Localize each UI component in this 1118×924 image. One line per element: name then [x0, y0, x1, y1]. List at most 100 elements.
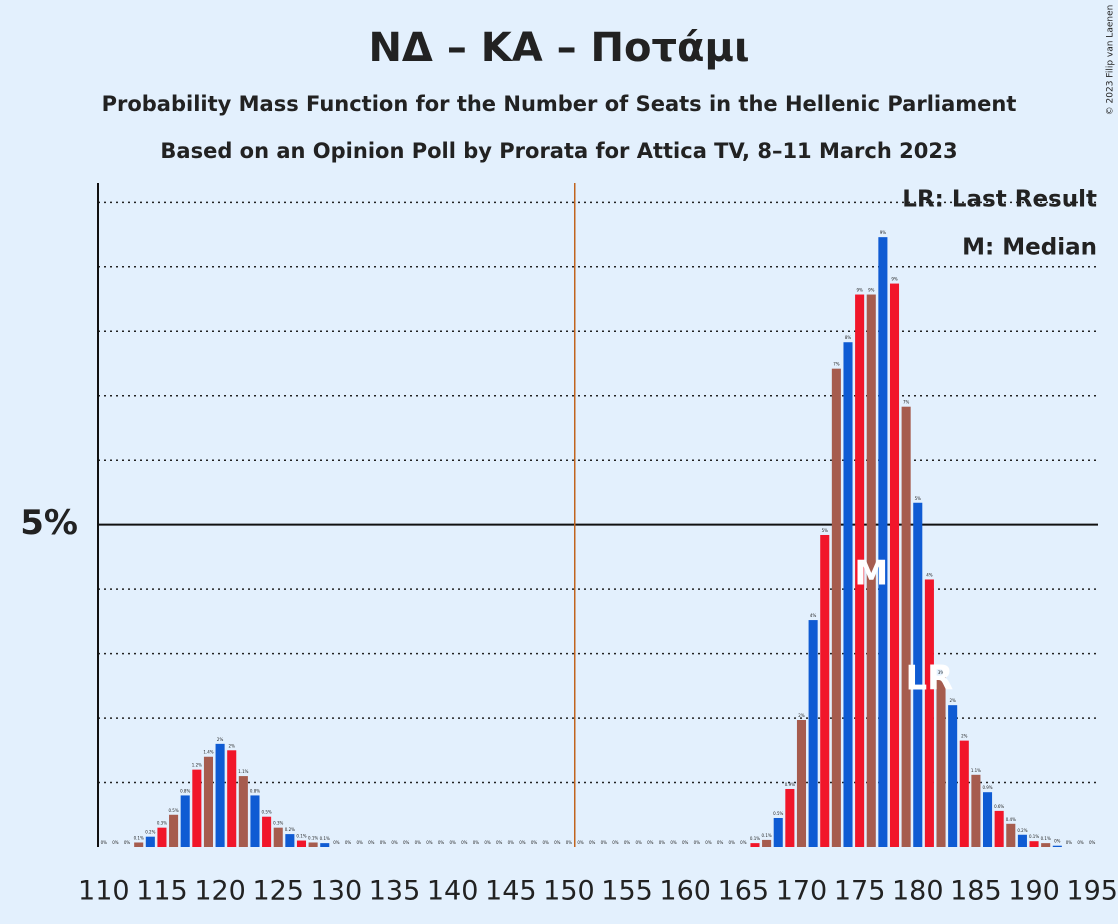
bar [250, 795, 260, 847]
value-label: 2% [961, 734, 968, 739]
value-label: 0% [473, 840, 480, 845]
bar [273, 827, 283, 847]
x-tick-label: 145 [485, 876, 537, 907]
value-label: 0% [496, 840, 503, 845]
value-label: 2% [949, 698, 956, 703]
bar [878, 237, 888, 847]
bar [180, 795, 190, 847]
value-label: 7% [903, 400, 910, 405]
value-label: 0.1% [308, 835, 318, 840]
bar [808, 620, 818, 847]
value-label: 0% [403, 840, 410, 845]
value-label: 0% [729, 840, 736, 845]
value-label: 0% [1077, 840, 1084, 845]
bar [889, 283, 900, 847]
value-label: 0% [345, 840, 352, 845]
value-label: 9% [880, 230, 887, 235]
value-label: 0.3% [157, 821, 167, 826]
value-label: 0% [391, 840, 398, 845]
bar [262, 816, 272, 847]
value-label: 0% [461, 840, 468, 845]
value-label: 0% [554, 840, 561, 845]
copyright: © 2023 Filip van Laenen [1106, 5, 1116, 116]
value-label: 1.4% [203, 750, 213, 755]
value-label: 2% [229, 743, 236, 748]
value-label: 1.1% [238, 769, 248, 774]
value-label: 0% [717, 840, 724, 845]
bar [145, 836, 155, 847]
value-label: 0% [1089, 840, 1096, 845]
bar [983, 792, 993, 847]
value-label: 0% [531, 840, 538, 845]
value-label: 9% [856, 288, 863, 293]
value-label: 8% [845, 335, 852, 340]
bar [796, 720, 807, 847]
x-tick-label: 160 [659, 876, 711, 907]
value-label: 0% [449, 840, 456, 845]
value-label: 0% [368, 840, 375, 845]
value-label: 2% [217, 737, 224, 742]
bar [227, 750, 237, 847]
bar [913, 502, 923, 847]
chart-title: ΝΔ – ΚΑ – Ποτάμι [368, 25, 749, 71]
bar [959, 740, 969, 847]
bar [1006, 823, 1016, 847]
bar [203, 756, 213, 847]
bar [971, 774, 981, 847]
value-label: 0% [1054, 839, 1061, 844]
value-label: 0% [356, 840, 363, 845]
legend-entry: LR: Last Result [902, 187, 1097, 213]
bar [924, 579, 934, 847]
value-label: 9% [891, 277, 898, 282]
x-tick-label: 190 [1008, 876, 1060, 907]
value-label: 0% [740, 840, 747, 845]
bar [1052, 845, 1062, 847]
bar [750, 843, 760, 847]
value-label: 0% [438, 840, 445, 845]
bar [773, 817, 783, 847]
value-label: 0.3% [273, 821, 283, 826]
x-tick-label: 115 [136, 876, 188, 907]
value-label: 0% [694, 840, 701, 845]
bar [192, 769, 202, 847]
value-label: 0% [566, 840, 573, 845]
value-label: 5% [822, 528, 829, 533]
value-label: 0% [380, 840, 387, 845]
chart-subtitle: Probability Mass Function for the Number… [102, 92, 1017, 116]
bar [866, 294, 876, 847]
bar [936, 676, 946, 847]
value-label: 0% [101, 840, 108, 845]
bar [948, 705, 958, 847]
annotation: LR [905, 659, 953, 699]
bar [843, 342, 853, 847]
value-label: 0% [647, 840, 654, 845]
value-label: 0% [124, 840, 131, 845]
value-label: 0.1% [1029, 834, 1039, 839]
value-label: 0% [112, 840, 119, 845]
bar [831, 368, 841, 847]
value-label: 0.1% [296, 834, 306, 839]
bar [308, 842, 318, 847]
chart-subtitle: Based on an Opinion Poll by Prorata for … [160, 139, 957, 163]
value-label: 0.1% [1041, 836, 1051, 841]
value-label: 0.9% [785, 782, 795, 787]
value-label: 0% [636, 840, 643, 845]
bar [134, 842, 144, 847]
value-label: 0% [508, 840, 515, 845]
y-tick-label: 5% [20, 503, 78, 543]
x-tick-label: 150 [543, 876, 595, 907]
value-label: 2% [798, 713, 805, 718]
x-tick-label: 120 [194, 876, 246, 907]
bar [296, 840, 307, 847]
value-label: 0% [705, 840, 712, 845]
bar [215, 743, 225, 847]
x-tick-label: 180 [892, 876, 944, 907]
value-label: 0.8% [250, 788, 260, 793]
value-label: 0% [484, 840, 491, 845]
x-tick-label: 170 [776, 876, 828, 907]
value-label: 0.5% [773, 811, 783, 816]
value-label: 3% [938, 670, 945, 675]
value-label: 0% [333, 840, 340, 845]
value-label: 4% [810, 613, 817, 618]
